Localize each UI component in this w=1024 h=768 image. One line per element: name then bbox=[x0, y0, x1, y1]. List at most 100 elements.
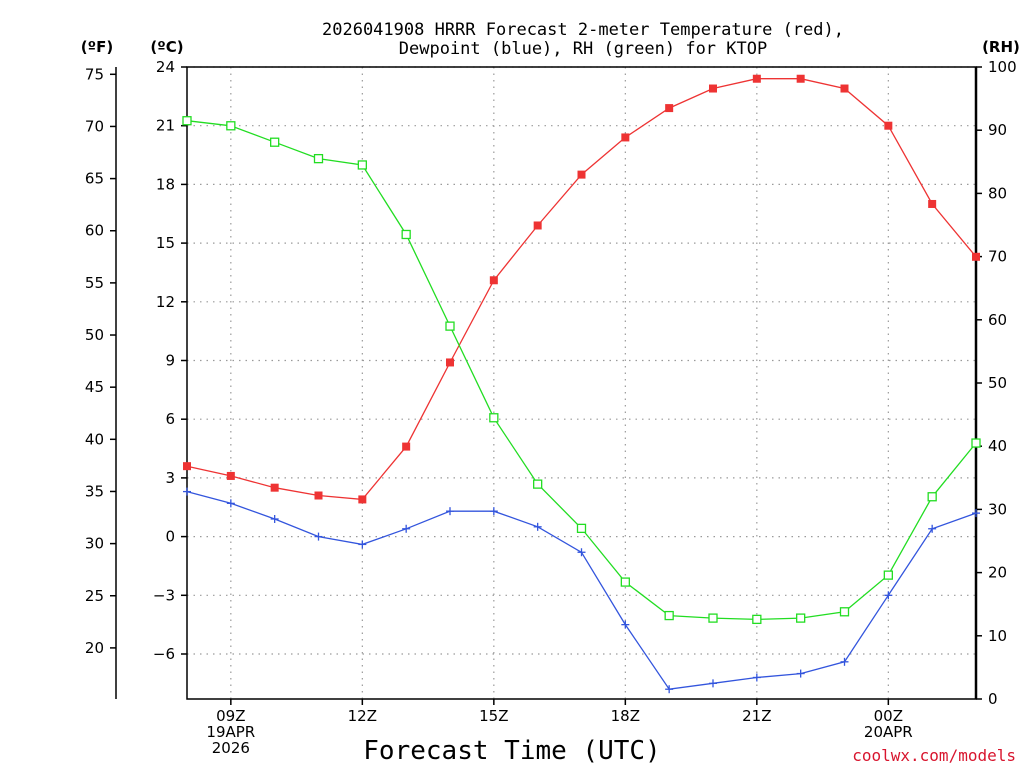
temperature-point bbox=[270, 483, 279, 492]
rh-tick-label: 50 bbox=[988, 374, 1007, 392]
fahrenheit-tick-label: 20 bbox=[85, 639, 104, 657]
fahrenheit-tick-label: 75 bbox=[85, 65, 104, 83]
rh-line bbox=[186, 120, 977, 621]
rh-point bbox=[401, 229, 411, 240]
credit-link[interactable]: coolwx.com/models bbox=[852, 746, 1016, 765]
temperature-point bbox=[884, 121, 893, 130]
temperature-point bbox=[446, 358, 454, 367]
rh-point bbox=[839, 607, 850, 617]
rh-point bbox=[708, 613, 718, 623]
rh-point bbox=[927, 492, 937, 502]
temperature-point bbox=[183, 462, 191, 471]
rh-tick-label: 40 bbox=[988, 437, 1007, 455]
rh-point bbox=[971, 438, 981, 448]
dewpoint-point bbox=[358, 540, 367, 549]
temperature-point bbox=[972, 252, 980, 261]
celsius-tick-label: 18 bbox=[156, 175, 175, 193]
celsius-tick-label: 21 bbox=[156, 117, 175, 135]
temperature-point bbox=[709, 84, 717, 93]
celsius-tick-label: 12 bbox=[156, 293, 175, 311]
fahrenheit-tick-label: 65 bbox=[85, 170, 104, 188]
temperature-line bbox=[186, 78, 977, 501]
temperature-point bbox=[665, 104, 674, 113]
temperature-point bbox=[314, 491, 323, 500]
rh-point bbox=[182, 116, 192, 126]
temperature-point bbox=[402, 442, 411, 451]
grid-lines bbox=[187, 66, 976, 699]
rh-point bbox=[313, 153, 324, 164]
time-tick-label: 09Z bbox=[216, 707, 245, 725]
dewpoint-point bbox=[928, 524, 937, 533]
fahrenheit-tick-label: 35 bbox=[85, 482, 104, 500]
celsius-tick-label: 0 bbox=[165, 528, 175, 546]
dewpoint-point bbox=[665, 685, 674, 694]
rh-axis-label: (RH) bbox=[982, 38, 1020, 56]
dewpoint-point bbox=[226, 499, 235, 508]
celsius-axis-label: (ºC) bbox=[150, 38, 183, 56]
dewpoint-point bbox=[314, 532, 323, 541]
time-tick-label: 20APR bbox=[864, 723, 913, 741]
rh-tick-label: 10 bbox=[988, 627, 1007, 645]
time-tick-label: 12Z bbox=[348, 707, 377, 725]
celsius-tick-label: 24 bbox=[156, 58, 175, 76]
dewpoint-point bbox=[402, 524, 411, 533]
chart-title-line-2: Dewpoint (blue), RH (green) for KTOP bbox=[399, 39, 767, 59]
time-tick-label: 19APR bbox=[206, 723, 255, 741]
time-tick-label: 21Z bbox=[742, 707, 771, 725]
dewpoint-point bbox=[621, 620, 630, 629]
dewpoint-point bbox=[884, 591, 893, 600]
rh-point bbox=[752, 614, 762, 625]
rh-point bbox=[226, 121, 236, 131]
dewpoint-point bbox=[577, 548, 586, 557]
rh-tick-label: 0 bbox=[988, 690, 998, 708]
rh-point bbox=[620, 577, 630, 587]
dewpoint-point bbox=[972, 509, 980, 518]
celsius-tick-label: −3 bbox=[153, 586, 175, 604]
temperature-point bbox=[752, 74, 761, 83]
time-tick-label: 2026 bbox=[212, 739, 250, 757]
celsius-tick-label: 9 bbox=[165, 351, 175, 369]
time-tick-label: 00Z bbox=[874, 707, 903, 725]
rh-point bbox=[576, 523, 587, 534]
fahrenheit-axis-label: (ºF) bbox=[81, 38, 113, 56]
fahrenheit-tick-label: 25 bbox=[85, 587, 104, 605]
x-axis-title: Forecast Time (UTC) bbox=[363, 736, 660, 766]
fahrenheit-tick-label: 45 bbox=[85, 378, 104, 396]
rh-point bbox=[357, 160, 367, 170]
fahrenheit-tick-label: 30 bbox=[85, 535, 104, 553]
rh-tick-label: 100 bbox=[988, 58, 1017, 76]
time-tick-label: 15Z bbox=[479, 707, 508, 725]
fahrenheit-tick-label: 60 bbox=[85, 222, 104, 240]
dewpoint-point bbox=[796, 669, 805, 678]
rh-tick-label: 90 bbox=[988, 121, 1007, 139]
celsius-tick-label: 6 bbox=[165, 410, 175, 428]
rh-tick-label: 30 bbox=[988, 500, 1007, 518]
dewpoint-line bbox=[186, 490, 977, 690]
fahrenheit-tick-label: 70 bbox=[85, 117, 104, 135]
temperature-point bbox=[533, 221, 542, 230]
rh-point bbox=[445, 321, 455, 331]
rh-point bbox=[664, 610, 674, 621]
temperature-point bbox=[226, 471, 235, 480]
rh-tick-label: 80 bbox=[988, 184, 1007, 202]
fahrenheit-tick-label: 50 bbox=[85, 326, 104, 344]
axes bbox=[115, 66, 978, 700]
celsius-axis: 24 21 18 15 12 9 6 3 0 −3 −6 bbox=[153, 58, 187, 663]
dewpoint-point bbox=[270, 514, 279, 523]
temperature-point bbox=[621, 133, 630, 142]
temperature-point bbox=[840, 84, 849, 93]
fahrenheit-axis: 75 70 65 60 55 50 45 40 35 30 25 20 bbox=[85, 65, 116, 657]
temperature-point bbox=[928, 199, 937, 208]
rh-point bbox=[796, 613, 806, 623]
rh-series bbox=[182, 116, 981, 625]
dewpoint-point bbox=[446, 507, 454, 516]
series-layer bbox=[182, 74, 981, 694]
rh-tick-label: 60 bbox=[988, 311, 1007, 329]
chart-title-line-1: 2026041908 HRRR Forecast 2-meter Tempera… bbox=[322, 20, 844, 40]
rh-point bbox=[489, 413, 499, 423]
temperature-point bbox=[577, 170, 586, 179]
celsius-tick-label: 3 bbox=[165, 469, 175, 487]
